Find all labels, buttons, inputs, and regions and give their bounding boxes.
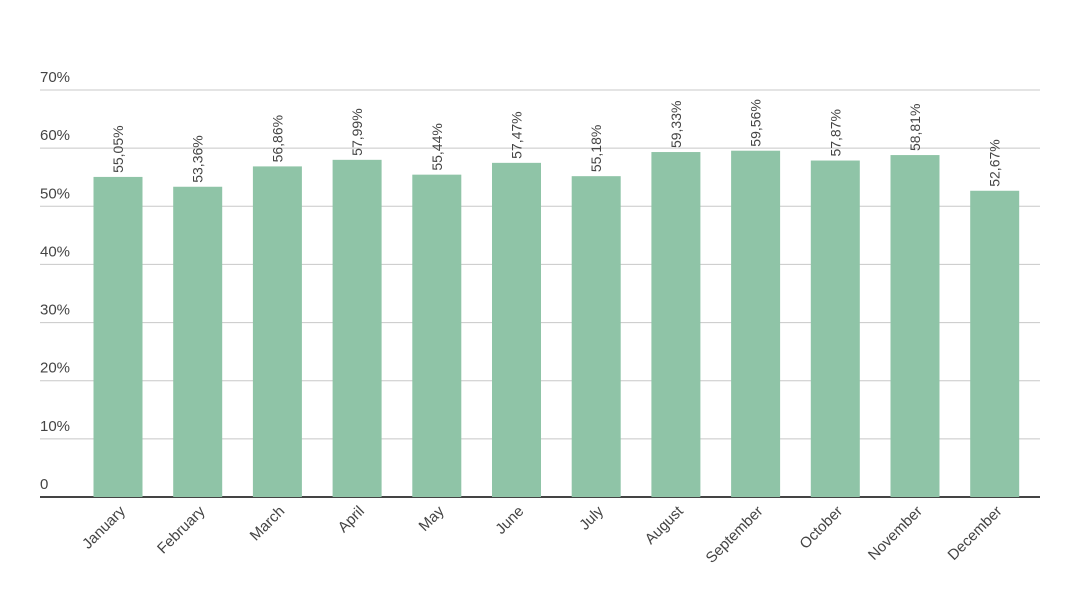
value-label: 55,44% <box>429 123 445 170</box>
x-tick-label: December <box>945 503 1006 564</box>
y-tick-label: 70% <box>40 69 70 86</box>
x-tick-label: May <box>416 502 448 534</box>
y-tick-label: 0 <box>40 476 48 493</box>
y-tick-label: 30% <box>40 302 70 319</box>
value-label: 52,67% <box>987 139 1003 186</box>
bar <box>173 186 223 498</box>
value-label: 56,86% <box>269 115 285 162</box>
value-label: 59,56% <box>748 99 764 146</box>
x-tick-label: January <box>79 502 129 552</box>
y-tick-label: 50% <box>40 185 70 202</box>
bar <box>93 176 143 497</box>
x-tick-label: February <box>154 502 209 557</box>
x-tick-label: September <box>703 503 767 567</box>
x-tick-label: April <box>335 503 368 536</box>
x-tick-label: November <box>865 503 926 564</box>
x-tick-label: August <box>642 502 688 548</box>
x-tick-label: March <box>247 503 288 544</box>
value-label: 59,33% <box>668 101 684 148</box>
value-label: 55,18% <box>588 125 604 172</box>
bar <box>571 176 621 497</box>
bar <box>492 162 541 497</box>
y-tick-label: 20% <box>40 360 70 377</box>
value-label: 57,47% <box>509 111 525 158</box>
value-label: 53,36% <box>190 135 206 182</box>
bar <box>651 152 701 497</box>
bar <box>810 160 860 497</box>
y-tick-label: 10% <box>40 418 70 435</box>
bar <box>890 155 940 497</box>
bar <box>332 159 382 497</box>
value-label: 57,99% <box>349 108 365 155</box>
y-tick-label: 40% <box>40 243 70 260</box>
y-tick-label: 60% <box>40 127 70 144</box>
x-tick-label: October <box>796 503 846 553</box>
bar <box>970 190 1020 497</box>
value-label: 55,05% <box>110 125 126 172</box>
bar <box>252 166 302 497</box>
value-label: 57,87% <box>827 109 843 156</box>
bar <box>731 150 781 497</box>
value-label: 58,81% <box>907 104 923 151</box>
bar <box>412 174 462 497</box>
x-tick-label: July <box>576 502 607 533</box>
x-tick-label: June <box>492 503 527 538</box>
